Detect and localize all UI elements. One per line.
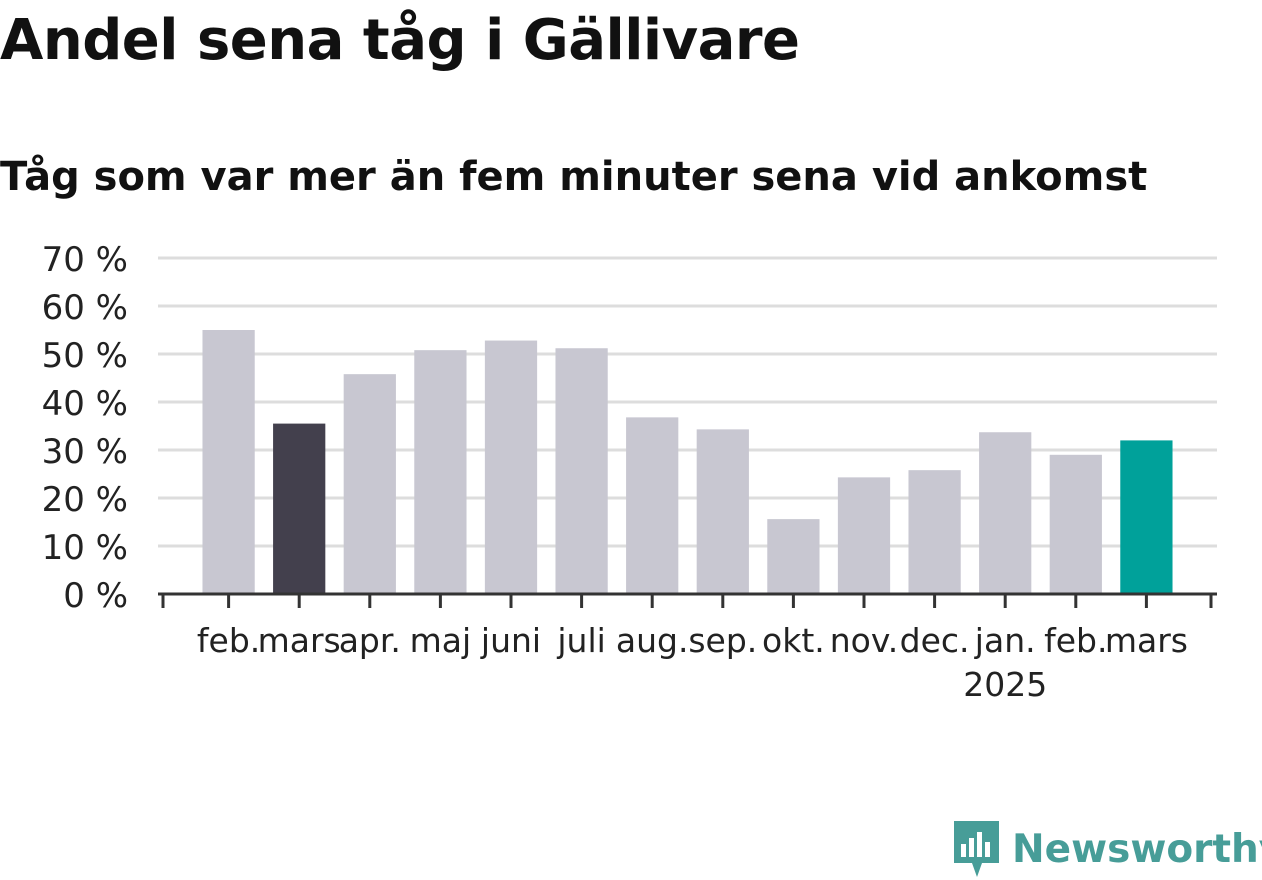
x-tick-label: feb. — [1044, 621, 1107, 660]
brand-name: Newsworthy — [1012, 826, 1262, 872]
bar — [273, 423, 326, 594]
bar — [1120, 440, 1173, 594]
bar — [767, 519, 820, 594]
bar — [837, 477, 891, 594]
x-tick-label: okt. — [762, 621, 825, 660]
x-tick-label: apr. — [339, 621, 401, 660]
x-tick-label: dec. — [900, 621, 970, 660]
gridlines — [158, 256, 1217, 548]
x-tick-label: sep. — [688, 621, 757, 660]
x-tick-label: juli — [556, 621, 605, 660]
bar — [1049, 454, 1102, 594]
bar — [202, 330, 255, 594]
bar — [555, 348, 608, 594]
x-tick-label: maj — [410, 621, 472, 660]
y-tick-label: 20 % — [42, 480, 128, 520]
x-tick-label: mars — [258, 621, 341, 660]
chart-subtitle: Tåg som var mer än fem minuter sena vid … — [0, 154, 1148, 200]
x-tick-label: jan. — [974, 621, 1036, 660]
newsworthy-brand: Newsworthy — [952, 818, 1262, 880]
bars — [202, 330, 1173, 594]
y-tick-label: 40 % — [42, 384, 128, 424]
chart-title: Andel sena tåg i Gällivare — [0, 8, 800, 73]
bar — [343, 374, 396, 594]
x-tick-label: aug. — [616, 621, 689, 660]
y-tick-label: 50 % — [42, 336, 128, 376]
x-tick-label: nov. — [830, 621, 899, 660]
newsworthy-logo-icon — [954, 821, 999, 877]
x-tick-label: juni — [480, 621, 541, 660]
y-tick-label: 0 % — [63, 576, 128, 616]
y-tick-label: 30 % — [42, 432, 128, 472]
bar — [484, 340, 538, 594]
bar — [908, 470, 961, 594]
y-tick-label: 60 % — [42, 288, 128, 328]
bar — [626, 417, 679, 594]
y-tick-label: 70 % — [42, 240, 128, 280]
y-axis: 0 % 10 % 20 % 30 % 40 % 50 % 60 % 70 % — [42, 240, 128, 616]
bar — [979, 432, 1032, 594]
x-tick-label: feb. — [197, 621, 260, 660]
bar — [696, 429, 749, 594]
x-year-label: 2025 — [963, 665, 1047, 704]
y-tick-label: 10 % — [42, 528, 128, 568]
bar — [414, 350, 467, 594]
x-tick-label: mars — [1105, 621, 1188, 660]
